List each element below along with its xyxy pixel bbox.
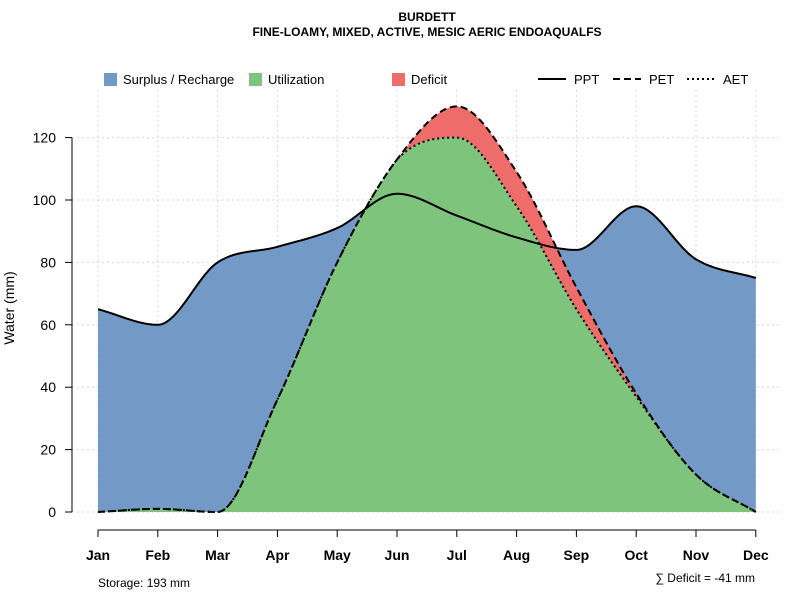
legend-label-1: Utilization bbox=[268, 72, 324, 87]
y-tick-label: 0 bbox=[48, 504, 56, 520]
storage-note: Storage: 193 mm bbox=[98, 576, 190, 590]
x-tick-label-oct: Oct bbox=[625, 547, 649, 563]
ppt-line bbox=[97, 192, 757, 326]
x-tick-label-nov: Nov bbox=[683, 547, 710, 563]
legend-swatch-0 bbox=[104, 73, 117, 86]
axes: 0 20 40 60 80 100 120 Jan Feb Mar Apr May Jun Jul Aug S… bbox=[33, 130, 769, 563]
x-tick-label-may: May bbox=[324, 547, 351, 563]
area-fills bbox=[98, 106, 756, 513]
x-tick-label-jan: Jan bbox=[86, 547, 110, 563]
legend-label-aet: AET bbox=[723, 72, 748, 87]
y-tick-label: 100 bbox=[33, 192, 57, 208]
x-tick-label-aug: Aug bbox=[503, 547, 530, 563]
x-tick-label-apr: Apr bbox=[265, 547, 290, 563]
y-tick-label: 20 bbox=[40, 442, 56, 458]
legend-label-pet: PET bbox=[649, 72, 674, 87]
utilization-area bbox=[98, 137, 756, 512]
legend-label-2: Deficit bbox=[411, 72, 448, 87]
y-tick-label: 40 bbox=[40, 379, 56, 395]
legend-swatch-1 bbox=[249, 73, 262, 86]
x-tick-label-jul: Jul bbox=[447, 547, 467, 563]
deficit-note: ∑ Deficit = -41 mm bbox=[655, 571, 755, 585]
legend: Surplus / Recharge Utilization Deficit PPT P… bbox=[104, 72, 748, 87]
chart-subtitle: FINE-LOAMY, MIXED, ACTIVE, MESIC AERIC E… bbox=[252, 25, 601, 39]
legend-label-ppt: PPT bbox=[574, 72, 599, 87]
x-tick-label-sep: Sep bbox=[564, 547, 590, 563]
legend-swatch-2 bbox=[392, 73, 405, 86]
y-tick-label: 80 bbox=[40, 254, 56, 270]
x-tick-label-jun: Jun bbox=[385, 547, 410, 563]
x-tick-label-mar: Mar bbox=[205, 547, 230, 563]
pet-line bbox=[97, 105, 757, 514]
x-tick-label-dec: Dec bbox=[743, 547, 769, 563]
y-tick-label: 120 bbox=[33, 130, 57, 146]
legend-label-0: Surplus / Recharge bbox=[123, 72, 234, 87]
series-lines bbox=[97, 105, 757, 514]
y-tick-label: 60 bbox=[40, 317, 56, 333]
y-axis-label: Water (mm) bbox=[1, 271, 17, 344]
chart-title: BURDETT bbox=[398, 10, 456, 24]
x-tick-label-feb: Feb bbox=[145, 547, 170, 563]
